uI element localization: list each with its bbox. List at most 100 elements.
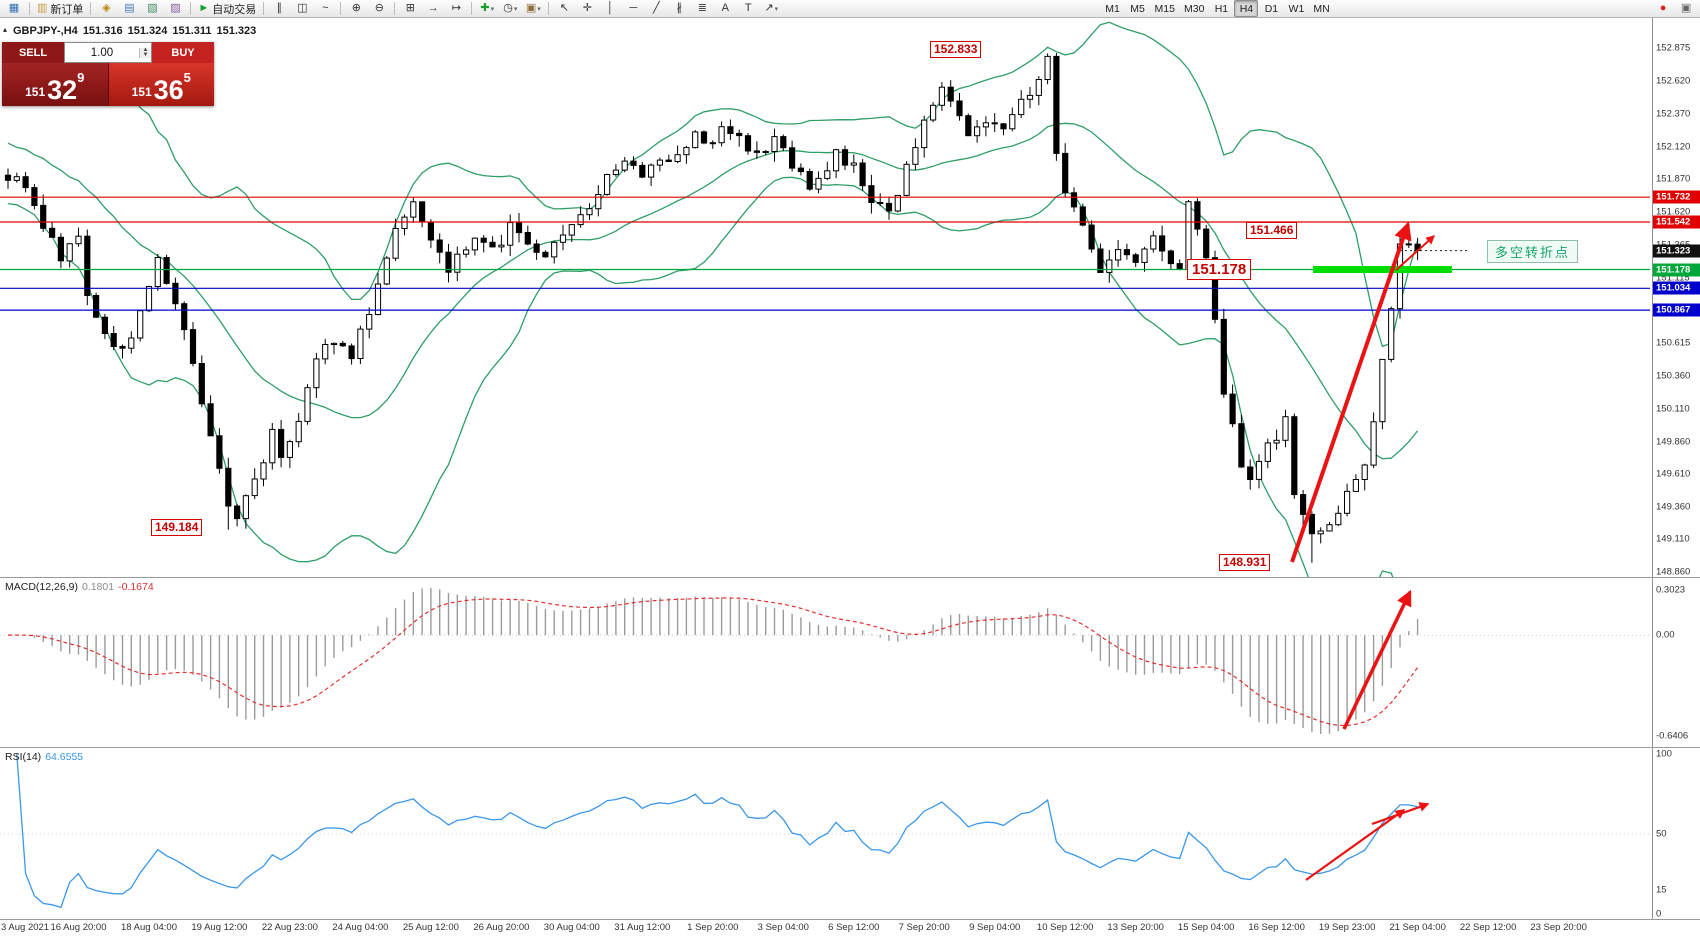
time-axis-label: 22 Sep 12:00 [1459,922,1517,933]
tile-windows-icon[interactable]: ⊞ [405,2,415,14]
buy-price-button[interactable]: 151 36 5 [108,63,214,106]
zoom-out-icon[interactable]: ⊖ [374,2,384,14]
price-callout[interactable]: 151.466 [1246,222,1298,239]
chart-window-icon[interactable]: ▦ [8,2,20,14]
bid-big-figure: 151 [25,85,46,99]
rsi-pane[interactable]: RSI(14) 64.6555 100 50 15 0 [0,748,1700,920]
price-axis-tag: 151.323 [1653,244,1700,258]
horizontal-line-icon[interactable]: ─ [629,2,638,14]
fibonacci-icon[interactable]: ≣ [697,2,707,14]
time-axis-label: 22 Aug 23:00 [261,922,318,933]
toolbar-separator [340,2,342,15]
crosshair-icon[interactable]: ✛ [582,2,592,14]
buy-button[interactable]: BUY [152,42,214,63]
channel-icon[interactable]: ∦ [676,2,683,14]
oneclick-collapse-icon[interactable]: ▴ [3,25,8,34]
terminal-icon[interactable]: ▨ [170,2,181,14]
macd-trend-arrow[interactable] [1342,589,1412,730]
market-watch-icon[interactable]: ◈ [102,2,111,14]
time-axis-label: 9 Sep 04:00 [969,922,1021,933]
price-callout[interactable]: 149.184 [151,519,203,536]
ask-big-figure: 151 [131,85,152,99]
ask-pipette: 5 [183,70,191,85]
sell-price-button[interactable]: 151 32 9 [2,63,109,106]
trendline-icon[interactable]: ╱ [652,2,660,14]
macd-chart[interactable] [0,578,1652,748]
rsi-line [16,753,1418,909]
toolbar-separator [548,2,550,15]
cursor-icon[interactable]: ↖ [559,2,569,14]
toolbar-separator [190,2,192,15]
price-callout[interactable]: 152.833 [930,41,982,58]
line-chart-icon[interactable]: ~ [322,2,329,14]
tf-h1-button[interactable]: H1 [1214,2,1229,15]
main-chart-pane[interactable]: ▴ GBPJPY-,H4 151.316 151.324 151.311 151.323… [0,18,1700,578]
tf-m30-button[interactable]: M30 [1183,2,1205,15]
navigator-icon[interactable]: ▧ [147,2,158,14]
one-click-trading-panel: SELL 1.00 ▲ ▼ BUY 151 32 9 151 36 5 [2,42,214,106]
bollinger-upper-band [7,21,1419,348]
toolbar-separator [263,2,265,15]
label-icon[interactable]: T [744,2,752,14]
record-icon[interactable]: ● [1659,2,1667,14]
price-axis-tag: 150.867 [1653,303,1700,317]
tf-h4-button[interactable]: H4 [1234,0,1259,17]
new-order-button[interactable]: ▥ 新订单 [37,2,84,16]
ask-pips: 36 [153,75,184,106]
rsi-axis[interactable]: 100 50 15 0 [1652,748,1700,919]
tf-w1-button[interactable]: W1 [1288,2,1305,15]
main-trend-arrow[interactable] [1290,221,1412,563]
screenshot-icon[interactable]: ▣ [1680,2,1692,14]
time-axis-label: 7 Sep 20:00 [898,922,950,933]
tf-mn-button[interactable]: MN [1313,2,1330,15]
price-axis-tag: 151.034 [1653,281,1700,295]
ohlc-close: 151.323 [216,25,257,37]
rsi-axis-label: 100 [1656,748,1672,760]
price-axis[interactable]: 152.875 152.620 152.370 152.120 151.870 151.6… [1652,18,1700,577]
annotation-label[interactable]: 多空转折点 [1487,240,1579,263]
price-axis-label: 151.870 [1656,173,1691,185]
time-axis-label: 18 Aug 04:00 [121,922,177,933]
candlestick-chart[interactable] [0,18,1652,578]
price-axis-label: 149.860 [1656,436,1691,447]
time-axis-label: 16 Sep 12:00 [1248,922,1305,933]
bar-chart-icon[interactable]: ∥ [276,2,283,14]
time-axis-label: 25 Aug 12:00 [402,922,459,933]
rsi-breakout-arrow[interactable] [1371,802,1430,826]
text-icon[interactable]: A [721,2,729,14]
tf-m5-button[interactable]: M5 [1130,2,1145,15]
tf-m15-button[interactable]: M15 [1154,2,1175,15]
price-axis-label: 151.620 [1656,206,1691,218]
tf-m1-button[interactable]: M1 [1105,2,1120,15]
breakout-arrow[interactable] [1395,235,1436,271]
sell-button[interactable]: SELL [2,42,64,63]
volume-field[interactable]: 1.00 ▲ ▼ [64,42,152,63]
data-window-icon[interactable]: ▤ [124,2,135,14]
candlestick-chart-icon[interactable]: ◫ [297,2,308,14]
volume-spinner[interactable]: ▲ ▼ [139,47,151,58]
rsi-chart[interactable] [0,748,1652,920]
templates-icon[interactable]: ▣ ▾ [525,2,541,14]
macd-pane[interactable]: MACD(12,26,9) 0.1801 -0.1674 0.3023 0.00 -0.… [0,578,1700,748]
price-axis-label: 150.615 [1656,337,1691,349]
arrows-icon[interactable]: ↗ ▾ [764,2,779,14]
macd-axis[interactable]: 0.3023 0.00 -0.6406 [1652,578,1700,747]
tf-d1-button[interactable]: D1 [1264,2,1279,15]
zoom-in-icon[interactable]: ⊕ [351,2,361,14]
toolbar-separator [394,2,396,15]
periods-icon[interactable]: ◷ ▾ [503,2,518,14]
price-axis-label: 152.620 [1656,75,1691,87]
autotrade-button[interactable]: ► 自动交易 [198,2,257,16]
price-axis-label: 149.360 [1656,501,1691,513]
time-axis[interactable]: 3 Aug 2021 16 Aug 20:00 18 Aug 04:00 19 Aug… [0,920,1700,936]
chart-shift-icon[interactable]: ↦ [451,2,461,14]
indicators-icon[interactable]: ✚ ▾ [480,2,495,14]
price-callout[interactable]: 148.931 [1219,554,1271,571]
price-axis-tag: 151.178 [1653,263,1700,276]
vertical-line-icon[interactable]: │ [606,2,614,14]
price-callout[interactable]: 151.178 [1187,259,1252,280]
pivot-highlight-bar[interactable] [1313,266,1452,273]
ohlc-open: 151.316 [82,25,123,37]
rsi-trend-arrow[interactable] [1305,809,1406,881]
auto-scroll-icon[interactable]: → [427,2,439,14]
